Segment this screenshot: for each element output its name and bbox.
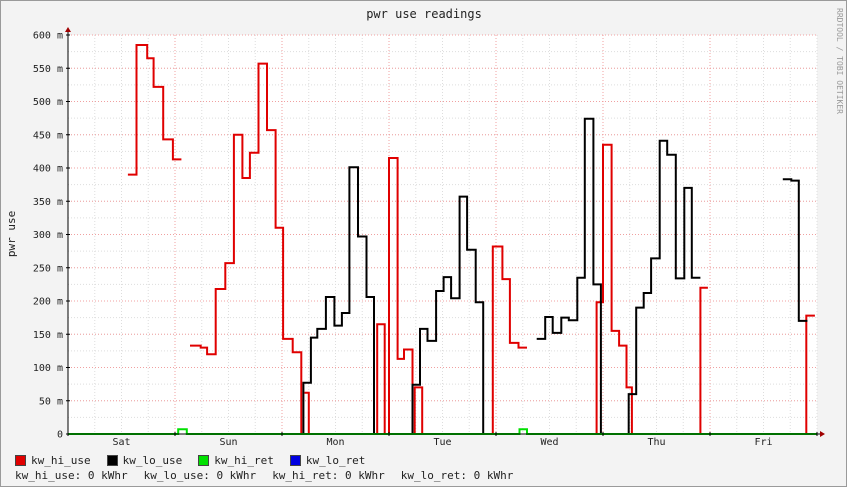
y-tick-label: 300 m <box>33 230 63 241</box>
series-line-kw_hi_use <box>413 386 424 434</box>
axes: 0 50 m 100 m 150 m 200 m 250 m 300 m 350 m 400 m… <box>33 27 825 448</box>
y-tick-label: 350 m <box>33 197 63 208</box>
y-tick-label: 0 <box>57 430 63 441</box>
legend-label: kw_hi_use <box>31 454 91 467</box>
y-tick-label: 250 m <box>33 263 63 274</box>
series-line-kw_hi_use <box>388 157 414 434</box>
series-line-kw_lo_use <box>536 117 602 434</box>
y-tick-label: 550 m <box>33 64 63 75</box>
series-line-kw_hi_use <box>376 323 386 434</box>
legend: kw_hi_use kw_lo_use kw_hi_ret kw_lo_ret kw_… <box>15 453 513 483</box>
series-line-kw_lo_use <box>411 195 485 434</box>
series-line-kw_lo_use <box>627 139 701 434</box>
series-line-kw_hi_use <box>699 286 708 434</box>
legend-label: kw_lo_use <box>122 454 183 467</box>
chart-title: pwr use readings <box>366 7 482 21</box>
series-line-kw_hi_use <box>127 44 182 176</box>
x-tick-label: Tue <box>433 437 451 448</box>
x-tick-label: Mon <box>326 437 344 448</box>
watermark: RRDTOOL / TOBI OETIKER <box>835 8 844 114</box>
series-line-kw_lo_use <box>782 178 808 322</box>
legend-label: kw_hi_ret <box>214 454 274 467</box>
x-tick-label: Thu <box>647 437 665 448</box>
legend-item: kw_lo_use <box>106 453 183 468</box>
y-tick-label: 200 m <box>33 297 63 308</box>
legend-swatch <box>198 455 210 466</box>
chart-canvas: pwr use readings pwr use RRDTOOL / TOBI … <box>5 7 844 448</box>
legend-item: kw_hi_use <box>15 453 91 468</box>
legend-swatch <box>106 455 118 466</box>
x-tick-label: Sun <box>219 437 237 448</box>
x-tick-label: Sat <box>112 437 130 448</box>
y-tick-label: 450 m <box>33 130 63 141</box>
legend-item: kw_lo_ret <box>289 453 366 468</box>
y-tick-label: 600 m <box>33 31 63 42</box>
legend-items: kw_hi_use kw_lo_use kw_hi_ret kw_lo_ret <box>15 453 513 468</box>
legend-swatch <box>15 455 26 466</box>
y-axis-arrow <box>65 27 71 32</box>
legend-total: kw_lo_ret: 0 kWhr <box>400 469 514 482</box>
y-tick-label: 400 m <box>33 164 63 175</box>
legend-label: kw_lo_ret <box>305 454 366 467</box>
series-line-kw_hi_use <box>304 391 310 434</box>
x-tick-label: Wed <box>540 437 558 448</box>
series-line-kw_lo_use <box>302 166 375 434</box>
series-line-kw_hi_use <box>595 143 633 434</box>
series-line-kw_hi_use <box>190 62 303 434</box>
legend-item: kw_hi_ret <box>198 453 274 468</box>
x-axis-arrow <box>820 431 825 437</box>
y-tick-label: 150 m <box>33 330 63 341</box>
legend-totals: kw_hi_use: 0 kWhr kw_lo_use: 0 kWhr kw_hi_… <box>15 468 513 483</box>
x-tick-label: Fri <box>754 437 772 448</box>
series-line-kw_hi_use <box>805 314 815 434</box>
legend-total: kw_lo_use: 0 kWhr <box>143 469 257 482</box>
series-line-kw_hi_use <box>491 245 527 434</box>
legend-swatch <box>289 455 301 466</box>
legend-total: kw_hi_use: 0 kWhr <box>15 469 128 482</box>
legend-total: kw_hi_ret: 0 kWhr <box>272 469 385 482</box>
y-tick-label: 500 m <box>33 97 63 108</box>
y-tick-label: 100 m <box>33 363 63 374</box>
y-axis-label: pwr use <box>5 211 18 257</box>
y-tick-label: 50 m <box>39 396 63 407</box>
